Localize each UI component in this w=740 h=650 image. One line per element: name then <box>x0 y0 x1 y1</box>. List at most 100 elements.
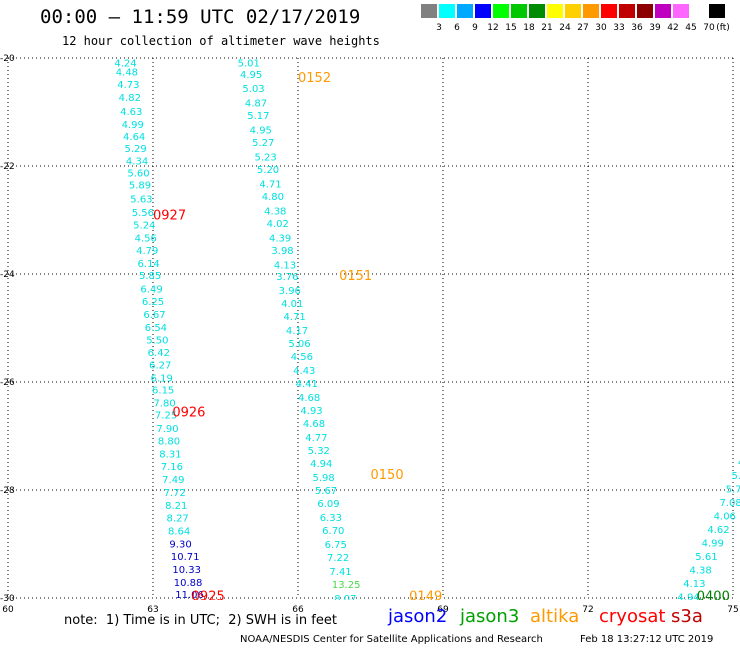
wave-height-value: 4.38 <box>690 565 712 576</box>
legend-swatch <box>655 4 671 18</box>
wave-height-value: 4.43 <box>293 366 315 377</box>
wave-height-value: 4.02 <box>267 219 289 230</box>
wave-height-value: 7.72 <box>164 488 186 499</box>
wave-height-value: 5.85 <box>139 271 161 282</box>
chart-title: 00:00 – 11:59 UTC 02/17/2019 <box>40 6 361 28</box>
legend-swatch <box>691 4 707 18</box>
pass-time-label: 0400 <box>697 589 730 604</box>
legend-swatch <box>673 4 689 18</box>
wave-height-value: 4.56 <box>135 233 157 244</box>
pass-time-label: 0150 <box>371 468 404 483</box>
legend-swatch <box>457 4 473 18</box>
pass-time-label: 0149 <box>409 589 442 604</box>
wave-height-value: 6.25 <box>142 297 164 308</box>
wave-height-value: 4.94 <box>310 459 332 470</box>
legend-label: 18 <box>523 23 535 33</box>
wave-height-value: 4.41 <box>296 379 318 390</box>
legend-label: 15 <box>505 23 517 33</box>
legend-swatch <box>619 4 635 18</box>
wave-height-value: 4.68 <box>303 419 325 430</box>
wave-height-value: 7.90 <box>156 424 178 435</box>
chart-subtitle: 12 hour collection of altimeter wave hei… <box>62 34 380 48</box>
wave-height-value: 4.64 <box>123 132 145 143</box>
wave-height-value: 6.27 <box>149 361 171 372</box>
wave-height-value: 5.23 <box>255 152 277 163</box>
wave-height-value: 4.73 <box>117 80 139 91</box>
wave-height-value: 13.25 <box>332 580 361 591</box>
wave-height-value: 10.90 <box>177 602 206 613</box>
wave-height-value: 6.09 <box>317 499 339 510</box>
wave-height-value: 6.33 <box>320 513 342 524</box>
wave-height-value: 9.30 <box>169 539 191 550</box>
wave-height-value: 8.21 <box>165 501 187 512</box>
wave-height-value: 5.98 <box>313 473 335 484</box>
wave-height-value: 4.99 <box>122 120 144 131</box>
legend-label: 36 <box>631 23 643 33</box>
wave-height-value: 6.70 <box>322 526 344 537</box>
legend-label: 3 <box>436 23 442 33</box>
wave-height-value: 6.15 <box>152 386 174 397</box>
legend-swatch <box>565 4 581 18</box>
wave-height-value: 3.98 <box>271 246 293 257</box>
legend-swatch <box>583 4 599 18</box>
wave-height-value: 4.71 <box>259 179 281 190</box>
wave-height-value: 4.55 <box>738 457 740 468</box>
wave-height-value: 5.01 <box>238 58 260 69</box>
wave-height-value: 4.13 <box>683 579 705 590</box>
wave-height-value: 6.54 <box>145 323 167 334</box>
wave-height-value: 7.41 <box>329 567 351 578</box>
legend-swatch <box>511 4 527 18</box>
x-tick-label: 66 <box>292 605 304 615</box>
wave-height-value: 5.50 <box>146 335 168 346</box>
wave-height-value: 5.32 <box>308 446 330 457</box>
legend-jason3: jason3 <box>460 606 520 627</box>
wave-height-value: 4.80 <box>262 192 284 203</box>
wave-height-value: 7.25 <box>155 410 177 421</box>
wave-height-value: 4.63 <box>120 107 142 118</box>
wave-height-value: 5.72 <box>726 484 740 495</box>
pass-time-label: 0925 <box>192 589 225 604</box>
footer-timestamp: Feb 18 13:27:12 UTC 2019 <box>580 634 714 645</box>
y-tick-label: -22 <box>0 162 15 172</box>
wave-height-value: 6.75 <box>325 540 347 551</box>
wave-height-value: 3.76 <box>276 272 298 283</box>
wave-height-value: 4.62 <box>707 525 729 536</box>
wave-height-value: 4.71 <box>284 312 306 323</box>
x-tick-label: 69 <box>437 605 449 615</box>
legend-swatch <box>709 4 725 18</box>
wave-height-value: 8.27 <box>167 514 189 525</box>
x-tick-label: 60 <box>2 605 14 615</box>
wave-height-value: 5.20 <box>257 165 279 176</box>
legend-jason2: jason2 <box>388 606 448 627</box>
legend-swatch <box>529 4 545 18</box>
y-tick-label: -28 <box>0 486 15 496</box>
wave-height-value: 7.16 <box>161 462 183 473</box>
legend-swatch <box>421 4 437 18</box>
wave-height-value: 4.95 <box>240 70 262 81</box>
legend-swatch <box>493 4 509 18</box>
wave-height-value: 4.38 <box>264 206 286 217</box>
wave-height-value: 5.27 <box>252 138 274 149</box>
wave-height-value: 6.42 <box>148 348 170 359</box>
wave-height-value: 4.82 <box>119 93 141 104</box>
wave-height-value: 5.89 <box>129 180 151 191</box>
wave-height-value: 4.87 <box>245 98 267 109</box>
wave-height-value: 8.31 <box>159 449 181 460</box>
legend-label: 39 <box>649 23 661 33</box>
legend-swatch <box>637 4 653 18</box>
wave-height-value: 4.01 <box>281 299 303 310</box>
y-tick-label: -20 <box>0 54 15 64</box>
wave-height-value: 4.79 <box>136 246 158 257</box>
pass-time-label: 0927 <box>153 209 186 224</box>
wave-height-value: 5.32 <box>732 471 740 482</box>
y-tick-label: -30 <box>0 594 15 604</box>
legend-label: 12 <box>487 23 499 33</box>
wave-height-value: 4.13 <box>274 260 296 271</box>
wave-height-value: 7.49 <box>162 475 184 486</box>
wave-height-value: 4.99 <box>702 538 724 549</box>
wave-height-value: 4.39 <box>269 233 291 244</box>
wave-height-value: 6.67 <box>143 310 165 321</box>
legend-label: 9 <box>472 23 478 33</box>
wave-height-value: 5.24 <box>133 220 155 231</box>
wave-height-value: 4.06 <box>714 511 736 522</box>
